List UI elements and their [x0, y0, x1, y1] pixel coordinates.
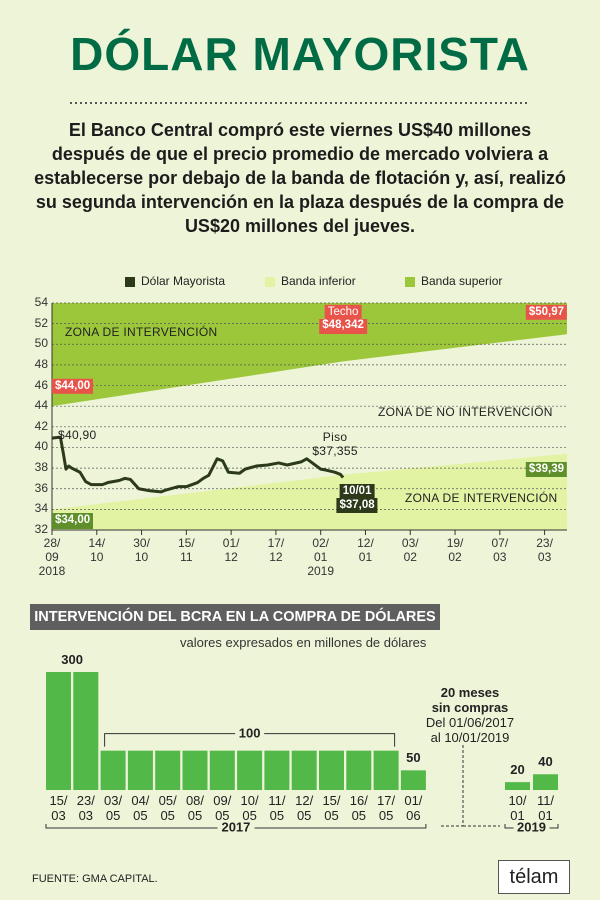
legend-swatch	[405, 277, 415, 287]
x-tick-label: 11/ 01	[536, 793, 555, 823]
bar	[182, 750, 208, 790]
x-tick-label: 14/ 10	[88, 536, 106, 564]
x-tick-label: 03/ 05	[104, 793, 123, 823]
legend-label: Dólar Mayorista	[141, 274, 226, 289]
zone-label: ZONA DE NO INTERVENCIÓN	[378, 405, 553, 420]
value-label: $39,39	[525, 461, 567, 477]
y-tick-label: 36	[34, 480, 48, 495]
y-tick-label: 48	[34, 357, 48, 372]
x-tick-label: 19/ 02	[446, 536, 464, 564]
bar	[73, 672, 99, 790]
value-label: 40	[538, 754, 553, 770]
x-tick-label: 28/ 09 2018	[38, 536, 66, 578]
bar	[100, 750, 126, 790]
bar	[291, 750, 317, 790]
x-tick-label: 15/ 05	[322, 793, 341, 823]
value-label: $40,90	[58, 428, 97, 443]
y-tick-label: 34	[34, 501, 48, 516]
bar	[346, 750, 372, 790]
bar	[533, 774, 558, 790]
x-tick-label: 17/ 12	[267, 536, 285, 564]
note-connector	[440, 745, 500, 827]
x-tick-label: 23/ 03	[536, 536, 553, 564]
x-tick-label: 30/ 10	[133, 536, 150, 564]
page-title: DÓLAR MAYORISTA	[70, 28, 530, 80]
annotation: Piso	[322, 429, 348, 444]
y-tick-label: 44	[34, 398, 48, 413]
x-tick-label: 12/ 05	[295, 793, 314, 823]
chart-title: INTERVENCIÓN DEL BCRA EN LA COMPRA DE DÓ…	[30, 604, 440, 630]
x-tick-label: 15/ 03	[49, 793, 68, 823]
x-tick-label: 09/ 05	[213, 793, 232, 823]
note-title: 20 meses sin compras	[431, 685, 509, 715]
zone-label: ZONA DE INTERVENCIÓN	[405, 491, 558, 506]
bar	[319, 750, 344, 790]
legend-swatch	[125, 277, 135, 287]
value-label: $44,00	[52, 378, 94, 395]
bar	[46, 672, 71, 790]
x-tick-label: 23/ 03	[76, 793, 95, 823]
y-tick-label: 40	[34, 439, 48, 454]
x-tick-label: 10/ 01	[508, 793, 527, 823]
x-tick-label: 01/ 12	[222, 536, 240, 564]
bar	[237, 750, 263, 790]
y-tick-label: 42	[34, 418, 48, 433]
x-tick-label: 15/ 11	[178, 536, 195, 564]
y-tick-label: 38	[34, 460, 48, 475]
bar	[127, 750, 153, 790]
legend-label: Banda superior	[421, 274, 503, 289]
lead-text: El Banco Central compró este viernes US$…	[34, 120, 566, 236]
bar	[264, 750, 290, 790]
y-tick-label: 32	[34, 522, 48, 537]
legend-swatch	[265, 277, 275, 287]
band-area	[52, 453, 567, 530]
band-area	[52, 303, 567, 407]
value-label: 50	[406, 750, 421, 766]
x-tick-label: 07/ 03	[491, 536, 509, 564]
x-tick-label: 05/ 05	[158, 793, 177, 823]
annotation: 10/01	[339, 483, 375, 498]
x-tick-label: 01/ 06	[404, 793, 423, 823]
bar	[400, 770, 426, 790]
value-label: $37,355	[312, 443, 358, 458]
bar	[505, 782, 530, 790]
bar	[155, 750, 181, 790]
annotation: Techo	[324, 305, 362, 320]
y-tick-label: 54	[34, 295, 48, 310]
x-tick-label: 11/ 05	[268, 793, 286, 823]
x-tick-label: 12/ 01	[357, 536, 374, 564]
price-line	[51, 435, 345, 494]
x-tick-label: 04/ 05	[131, 793, 150, 823]
value-label: 100	[234, 725, 265, 742]
x-tick-label: 10/ 05	[240, 793, 259, 823]
note-text: Del 01/06/2017 al 10/01/2019	[425, 715, 515, 745]
x-tick-label: 03/ 02	[401, 536, 419, 564]
y-tick-label: 52	[34, 315, 48, 330]
group-label: 2019	[513, 820, 550, 836]
source: FUENTE: GMA CAPITAL.	[32, 873, 158, 885]
chart-subtitle: valores expresados en millones de dólare…	[180, 635, 427, 650]
group-label: 2017	[217, 820, 255, 836]
y-tick-label: 46	[34, 377, 48, 392]
x-tick-label: 16/ 05	[349, 793, 368, 823]
x-tick-label: 08/ 05	[185, 793, 205, 823]
logo: télam	[498, 860, 570, 894]
x-tick-label: 02/ 01 2019	[307, 536, 335, 578]
value-label: 20	[510, 762, 525, 778]
legend-label: Banda inferior	[281, 274, 356, 289]
y-tick-label: 50	[34, 336, 48, 351]
value-label: $50,97	[525, 305, 567, 321]
bar	[209, 750, 235, 790]
value-label: $48,342	[319, 319, 367, 334]
value-label: $34,00	[52, 513, 94, 529]
x-tick-label: 17/ 05	[377, 793, 396, 823]
zone-label: ZONA DE INTERVENCIÓN	[65, 325, 218, 340]
value-label: $37,08	[336, 497, 378, 513]
bar	[373, 750, 399, 790]
value-label: 300	[61, 652, 83, 668]
